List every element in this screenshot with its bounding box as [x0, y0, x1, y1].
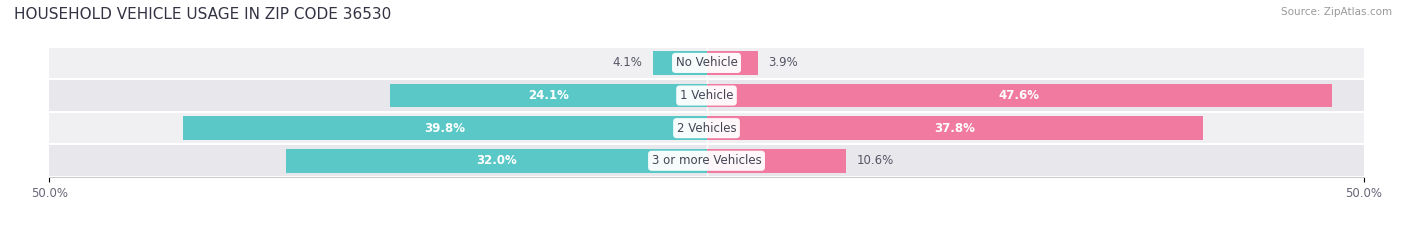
Text: 47.6%: 47.6%: [998, 89, 1040, 102]
Text: 39.8%: 39.8%: [425, 122, 465, 135]
Bar: [707, 51, 758, 75]
Text: 2 Vehicles: 2 Vehicles: [676, 122, 737, 135]
Bar: [707, 84, 1333, 107]
Text: No Vehicle: No Vehicle: [675, 56, 738, 69]
Text: 24.1%: 24.1%: [527, 89, 568, 102]
Text: 3.9%: 3.9%: [768, 56, 799, 69]
Bar: [49, 47, 1364, 79]
Bar: [707, 116, 1204, 140]
Bar: [389, 84, 707, 107]
Text: 10.6%: 10.6%: [856, 154, 894, 167]
Text: 32.0%: 32.0%: [475, 154, 516, 167]
Bar: [707, 149, 846, 172]
Bar: [49, 112, 1364, 144]
Bar: [183, 116, 707, 140]
Text: 3 or more Vehicles: 3 or more Vehicles: [651, 154, 762, 167]
Bar: [652, 51, 707, 75]
Text: HOUSEHOLD VEHICLE USAGE IN ZIP CODE 36530: HOUSEHOLD VEHICLE USAGE IN ZIP CODE 3653…: [14, 7, 391, 22]
Bar: [49, 79, 1364, 112]
Text: 4.1%: 4.1%: [612, 56, 643, 69]
Bar: [49, 144, 1364, 177]
Text: 37.8%: 37.8%: [935, 122, 976, 135]
Bar: [285, 149, 707, 172]
Text: Source: ZipAtlas.com: Source: ZipAtlas.com: [1281, 7, 1392, 17]
Text: 1 Vehicle: 1 Vehicle: [679, 89, 734, 102]
